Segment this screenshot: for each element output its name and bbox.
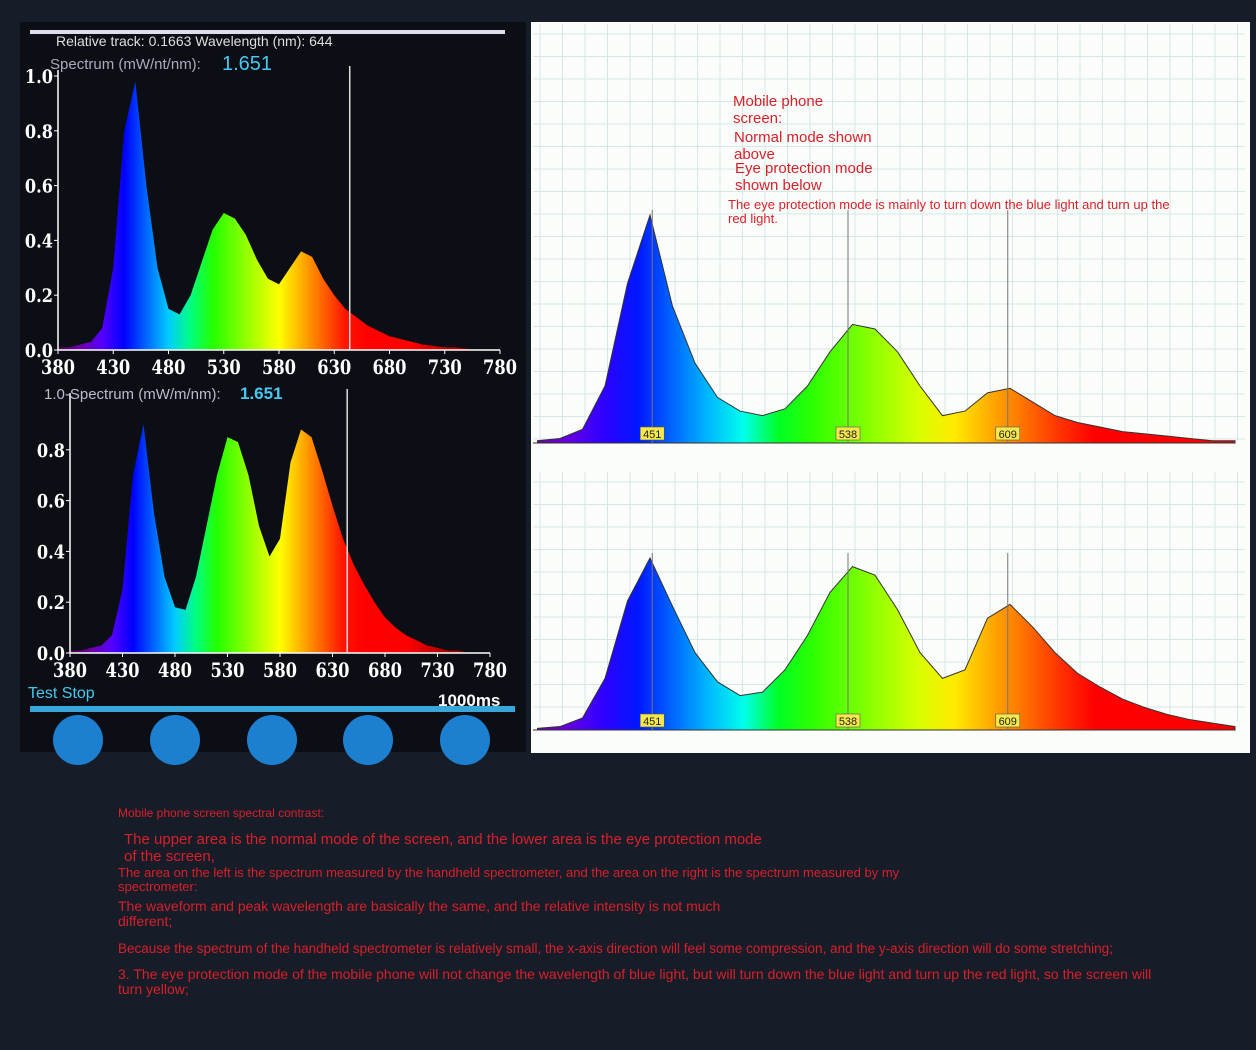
note: The waveform and peak wavelength are bas…: [118, 898, 721, 930]
note: The upper area is the normal mode of the…: [124, 831, 762, 865]
x-tick-label: 380: [53, 658, 87, 682]
x-tick-label: 530: [207, 355, 241, 379]
header-rule: [30, 30, 505, 34]
note: 3. The eye protection mode of the mobile…: [118, 966, 1152, 998]
peak-label: 451: [643, 716, 661, 728]
x-tick-label: 630: [316, 658, 350, 682]
peak-label-box: [639, 713, 665, 728]
y-tick-label: 0.2: [37, 592, 65, 615]
note: Because the spectrum of the handheld spe…: [118, 941, 1113, 956]
x-tick-label: 730: [428, 355, 462, 379]
peak-label: 451: [643, 429, 661, 441]
button[interactable]: [53, 715, 103, 765]
x-tick-label: 630: [317, 355, 351, 379]
y-tick-label: 0.6: [25, 175, 53, 198]
y-tick-label: 0.4: [25, 230, 53, 253]
y-label: Spectrum (mW/nt/nm):: [50, 56, 201, 73]
annotation: The eye protection mode is mainly to tur…: [728, 197, 1170, 227]
x-tick-label: 380: [41, 355, 75, 379]
y-tick-label: 0.0: [25, 340, 53, 363]
peak-label: 609: [999, 716, 1017, 728]
spectrum-area: [537, 556, 1236, 731]
note: Mobile phone screen spectral contrast:: [118, 806, 325, 820]
x-tick-label: 530: [211, 658, 245, 682]
interval: 1000ms: [438, 691, 500, 710]
peak-label-box: [835, 713, 861, 728]
peak-label-box: [639, 426, 665, 441]
reading: 1.651: [222, 53, 272, 75]
annotation: Normal mode shown above: [734, 129, 872, 163]
button[interactable]: [247, 715, 297, 765]
y-tick-label: 0.8: [25, 121, 53, 144]
spectrum-area: [58, 81, 500, 350]
y-tick-label: 0.4: [37, 541, 65, 564]
peak-label: 538: [839, 716, 857, 728]
y-tick-label: 0.6: [37, 490, 65, 513]
note: The area on the left is the spectrum mea…: [118, 865, 900, 895]
x-tick-label: 780: [473, 658, 507, 682]
progress-bar: [30, 706, 515, 712]
y-label: 1.0-Spectrum (mW/m/nm):: [44, 386, 221, 403]
x-tick-label: 580: [263, 658, 297, 682]
x-tick-label: 480: [158, 658, 192, 682]
x-tick-label: 480: [152, 355, 186, 379]
header: Relative track: 0.1663 Wavelength (nm): …: [56, 33, 333, 49]
y-tick-label: 0.0: [37, 643, 65, 666]
button[interactable]: [440, 715, 490, 765]
x-tick-label: 680: [373, 355, 407, 379]
x-tick-label: 430: [96, 355, 130, 379]
status: Test Stop: [28, 685, 95, 702]
spectrum-area: [537, 213, 1236, 444]
x-tick-label: 730: [421, 658, 455, 682]
button[interactable]: [343, 715, 393, 765]
x-tick-label: 680: [368, 658, 402, 682]
reading: 1.651: [240, 384, 283, 403]
peak-label-box: [995, 713, 1021, 728]
peak-label: 538: [839, 429, 857, 441]
annotation: Eye protection mode shown below: [735, 160, 873, 194]
peak-label-box: [835, 426, 861, 441]
button[interactable]: [150, 715, 200, 765]
x-tick-label: 580: [262, 355, 296, 379]
y-tick-label: 1.0: [25, 66, 53, 89]
y-tick-label: 0.2: [25, 285, 53, 308]
y-tick-label: 0.8: [37, 440, 65, 463]
peak-label-box: [995, 426, 1021, 441]
peak-label: 609: [999, 429, 1017, 441]
toolbar: [53, 715, 490, 765]
x-tick-label: 780: [483, 355, 517, 379]
spectrum-area: [70, 424, 490, 653]
annotation: Mobile phone screen:: [733, 93, 824, 127]
x-tick-label: 430: [106, 658, 140, 682]
